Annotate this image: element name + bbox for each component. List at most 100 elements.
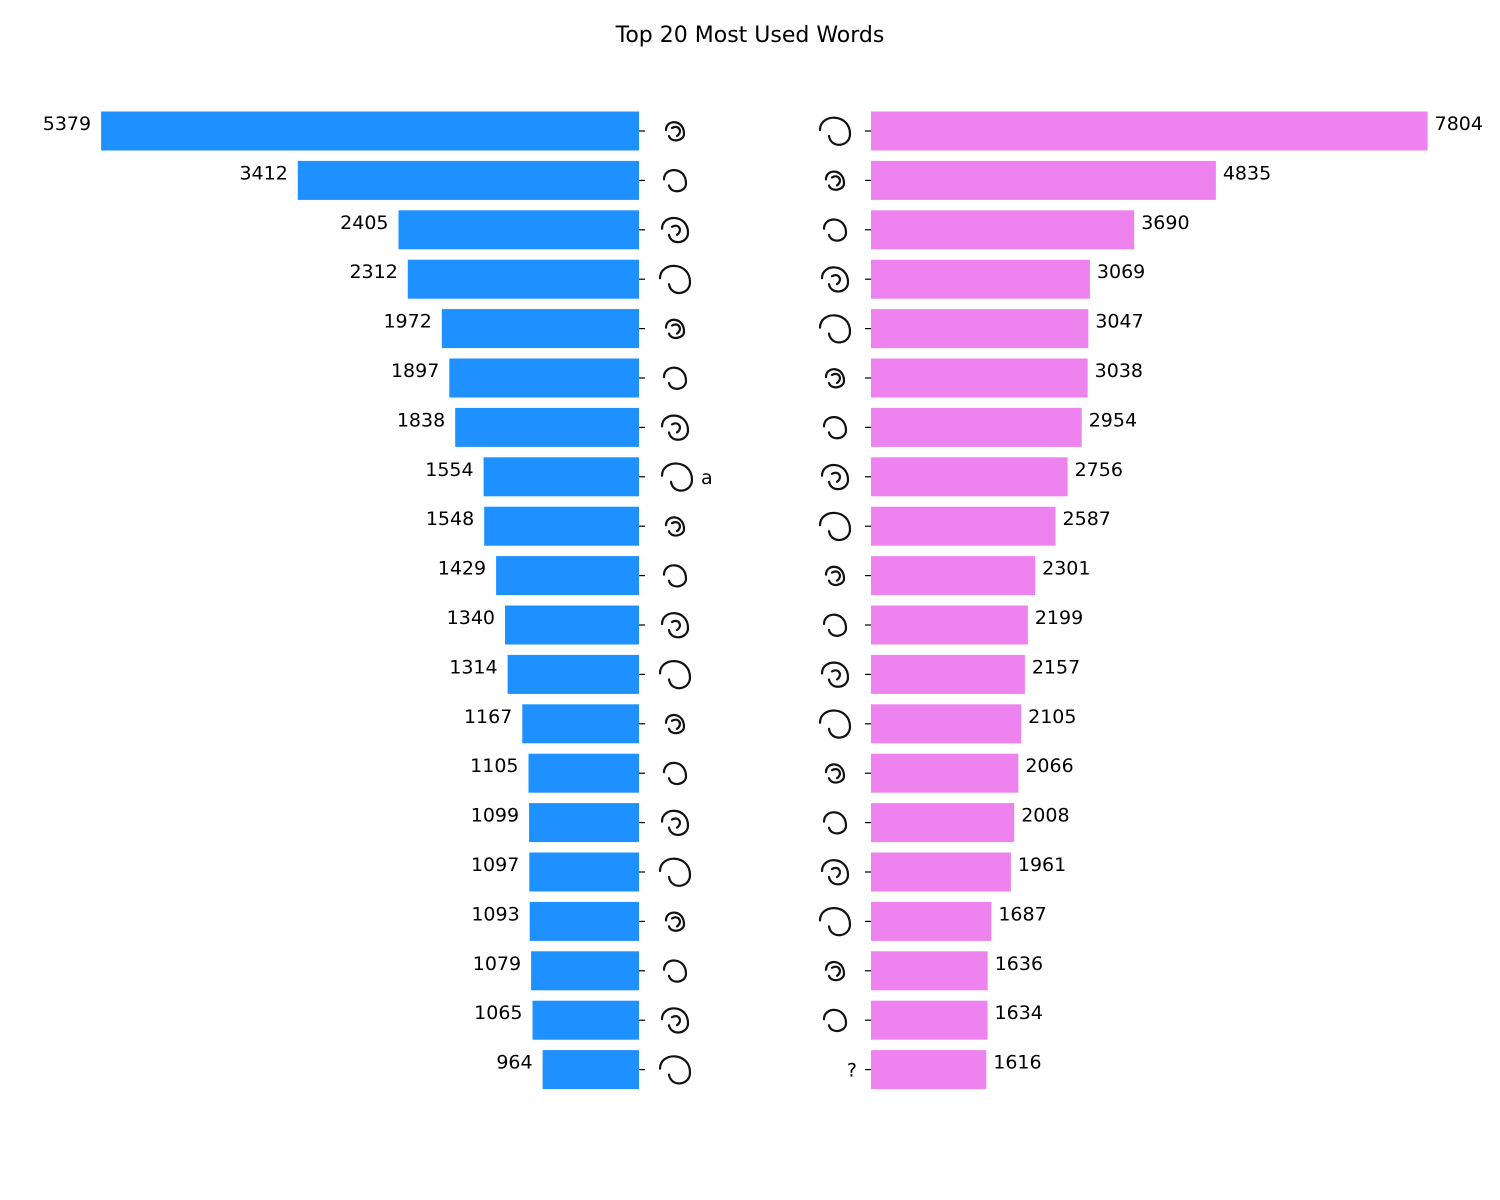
right-bar: [871, 160, 1216, 200]
right-bar: [871, 457, 1068, 497]
left-value-label: 1838: [397, 409, 445, 431]
word-glyph-icon: [658, 1055, 692, 1085]
left-value-label: 1167: [464, 706, 512, 728]
left-value-label: 1099: [471, 805, 519, 827]
right-value-label: 2756: [1075, 459, 1123, 481]
right-bar: [871, 407, 1082, 447]
word-glyph-icon: [818, 511, 852, 542]
left-bar: [531, 951, 639, 991]
right-value-label: 2587: [1063, 508, 1111, 530]
right-bar: [871, 506, 1056, 546]
right-value-label: 2301: [1042, 558, 1090, 580]
left-bar-panel: 5379 3412 2405 2312 1972 1897 1838 1554 a 1548 142…: [43, 111, 713, 1090]
word-glyph-icon: [664, 911, 686, 932]
word-glyph-icon: [820, 463, 850, 491]
right-tick-label: ?: [847, 1060, 857, 1082]
left-value-label: 3412: [239, 162, 287, 184]
left-bar: [297, 160, 639, 200]
right-value-label: 3047: [1095, 311, 1143, 333]
left-value-label: 1972: [383, 311, 431, 333]
left-bar: [483, 457, 639, 497]
right-value-label: 1636: [995, 953, 1043, 975]
left-bar: [528, 753, 639, 793]
word-glyph-icon: [822, 1008, 848, 1033]
right-bar: [871, 358, 1088, 398]
word-glyph-icon: [822, 416, 848, 440]
word-glyph-icon: [818, 907, 852, 937]
left-bar: [529, 852, 639, 892]
left-bar: [532, 1000, 639, 1040]
word-glyph-icon: [662, 761, 688, 786]
left-value-label: 1105: [470, 755, 518, 777]
right-bar: [871, 803, 1015, 843]
right-bar-panel: 7804 4835 3690 3069 3047 3038 2954 2756 2587 2301…: [818, 111, 1483, 1090]
word-glyph-icon: [660, 809, 690, 836]
right-bar: [871, 753, 1019, 793]
right-bar: [871, 556, 1036, 596]
word-glyph-icon: [820, 266, 850, 293]
right-bar: [871, 1000, 988, 1040]
word-glyph-icon: [818, 314, 852, 344]
left-bar: [522, 704, 639, 744]
word-glyph-icon: [824, 368, 846, 389]
left-bar: [507, 654, 639, 694]
left-bar: [484, 506, 639, 546]
right-value-label: 7804: [1435, 113, 1483, 135]
word-glyph-icon: [820, 661, 850, 688]
word-glyph-icon: [658, 857, 692, 887]
left-value-label: 1093: [471, 903, 519, 925]
word-glyph-icon: [664, 121, 686, 142]
left-bar: [101, 111, 640, 151]
left-bar: [407, 259, 639, 299]
chart-title: Top 20 Most Used Words: [615, 23, 885, 48]
right-bar: [871, 1050, 987, 1090]
right-bar: [871, 259, 1090, 299]
left-tick-label: a: [701, 467, 713, 489]
right-value-label: 2066: [1025, 755, 1073, 777]
left-value-label: 1554: [425, 459, 473, 481]
left-value-label: 1548: [426, 508, 474, 530]
word-glyph-icon: [824, 960, 846, 982]
left-value-label: 1314: [449, 656, 497, 678]
left-bar: [505, 605, 639, 645]
right-value-label: 1634: [995, 1002, 1043, 1024]
word-glyph-icon: [824, 170, 846, 191]
left-bar: [398, 210, 639, 250]
right-bar: [871, 605, 1028, 645]
left-value-label: 964: [496, 1052, 532, 1074]
word-glyph-icon: [662, 169, 688, 193]
right-value-label: 1616: [993, 1052, 1041, 1074]
right-bar: [871, 309, 1089, 349]
right-value-label: 1687: [998, 903, 1046, 925]
left-value-label: 2405: [340, 212, 388, 234]
left-value-label: 1097: [471, 854, 519, 876]
right-value-label: 2008: [1021, 805, 1069, 827]
right-value-label: 2199: [1035, 607, 1083, 629]
word-glyph-icon: [818, 116, 852, 146]
word-glyph-icon: [822, 811, 848, 835]
left-bar: [441, 309, 639, 349]
word-glyph-icon: [820, 859, 850, 886]
word-glyph-icon: [824, 763, 846, 784]
left-bar: [455, 407, 639, 447]
word-glyph-icon: [662, 959, 688, 983]
word-glyph-icon: [660, 612, 690, 639]
word-glyph-icon: [660, 216, 690, 244]
right-value-label: 2157: [1032, 656, 1080, 678]
word-glyph-icon: [662, 366, 688, 390]
word-glyph-icon: [658, 264, 692, 295]
left-value-label: 1897: [391, 360, 439, 382]
right-value-label: 4835: [1223, 162, 1271, 184]
right-value-label: 2105: [1028, 706, 1076, 728]
right-bar: [871, 852, 1011, 892]
word-glyph-icon: [664, 713, 686, 735]
right-value-label: 3038: [1095, 360, 1143, 382]
word-glyph-icon: [658, 660, 692, 690]
left-bar: [529, 803, 639, 843]
right-value-label: 2954: [1089, 409, 1137, 431]
word-glyph-icon: [660, 462, 694, 492]
left-bar: [529, 901, 639, 941]
left-value-label: 5379: [43, 113, 91, 135]
word-glyph-icon: [662, 564, 688, 588]
